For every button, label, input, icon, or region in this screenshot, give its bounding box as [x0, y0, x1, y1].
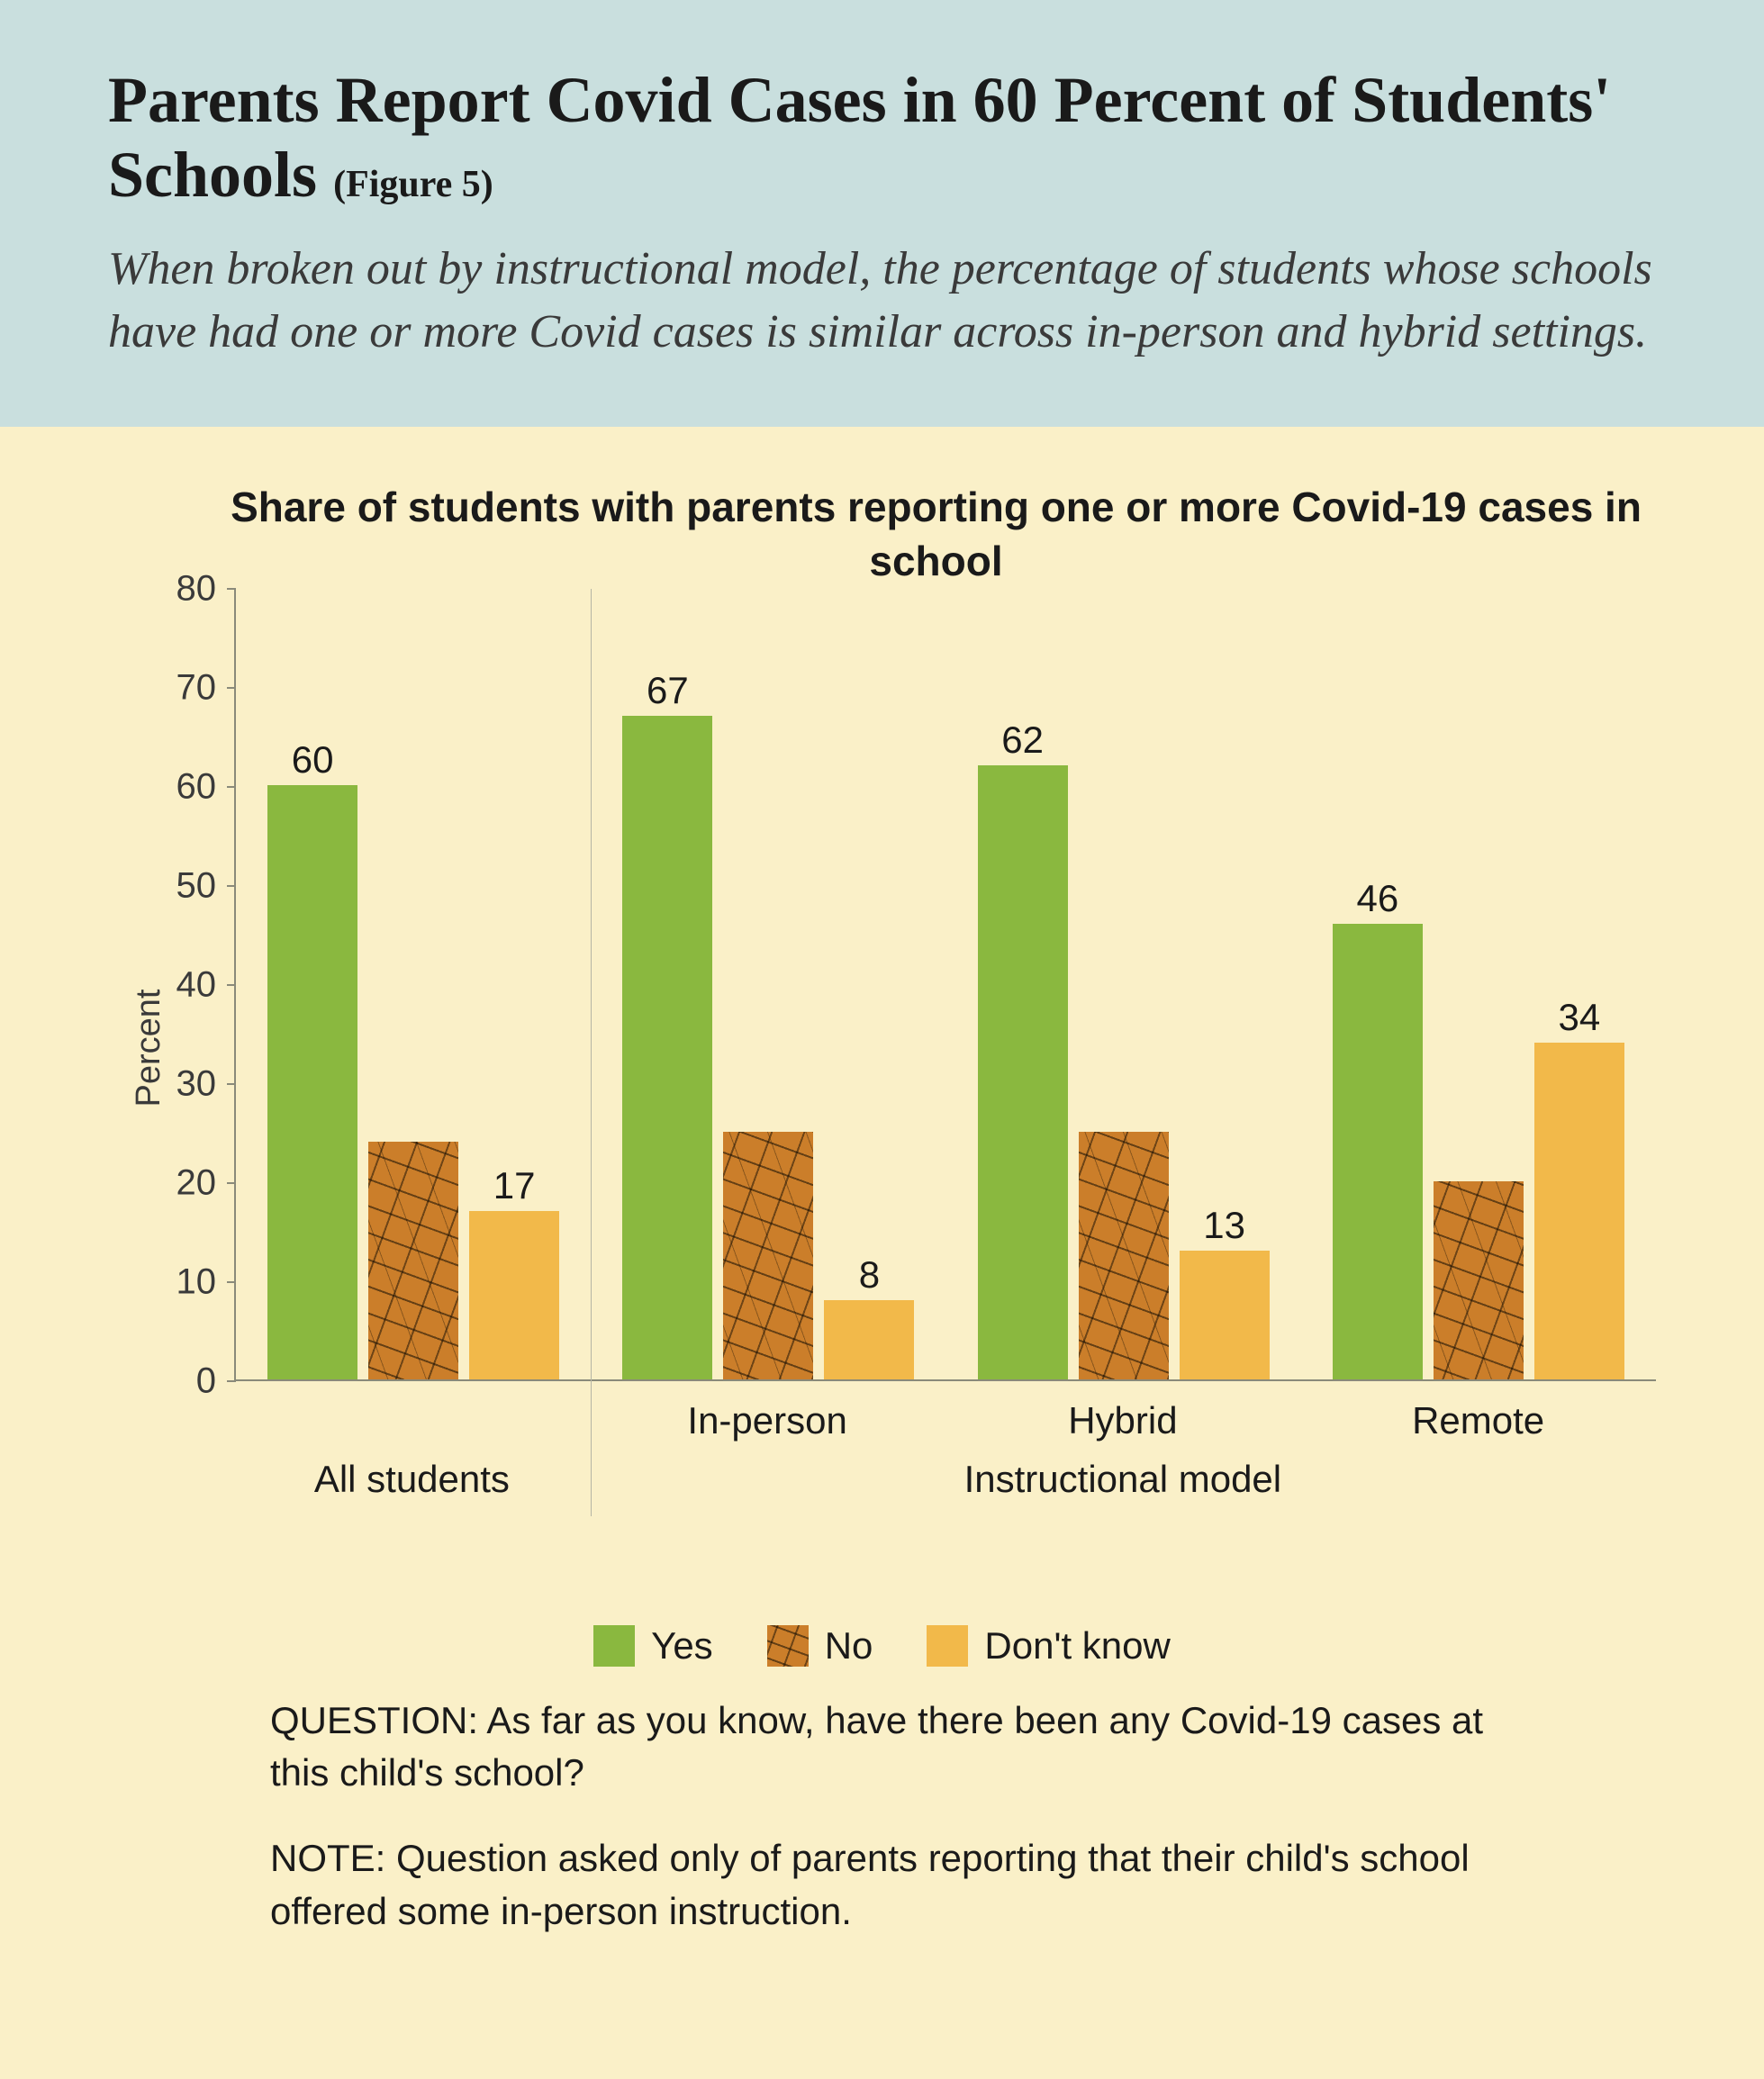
x-sublabel-model: Instructional model	[590, 1458, 1656, 1501]
bar-group: 67258	[591, 589, 945, 1379]
x-axis-label: Hybrid	[945, 1399, 1301, 1442]
y-tick-label: 30	[144, 1063, 216, 1104]
y-tick-mark	[227, 588, 236, 590]
x-axis-labels: In-personHybridRemote	[234, 1399, 1656, 1442]
bar-yes: 62	[978, 765, 1068, 1379]
bar-dk: 8	[824, 1300, 914, 1379]
x-sublabel-all: All students	[234, 1458, 590, 1501]
bar-value-label: 17	[493, 1164, 536, 1207]
bar-no: 25	[1079, 1132, 1169, 1379]
y-tick-label: 70	[144, 667, 216, 708]
y-tick-label: 40	[144, 964, 216, 1005]
legend-item-yes: Yes	[593, 1624, 713, 1668]
bar-group: 622513	[946, 589, 1301, 1379]
figure-label: (Figure 5)	[333, 164, 493, 205]
note-text: NOTE: Question asked only of parents rep…	[270, 1832, 1494, 1939]
swatch-yes	[593, 1625, 635, 1667]
figure-title: Parents Report Covid Cases in 60 Percent…	[108, 63, 1656, 212]
notes-section: QUESTION: As far as you know, have there…	[108, 1668, 1656, 2043]
x-axis-label: Remote	[1300, 1399, 1656, 1442]
bar-group: 462034	[1301, 589, 1656, 1379]
legend-item-dk: Don't know	[927, 1624, 1170, 1668]
figure-subtitle: When broken out by instructional model, …	[108, 238, 1656, 364]
bar-yes: 67	[622, 716, 712, 1379]
header-section: Parents Report Covid Cases in 60 Percent…	[0, 0, 1764, 427]
y-tick-label: 80	[144, 568, 216, 609]
bar-value-label: 34	[1559, 996, 1601, 1039]
chart-area: Percent 01020304050607080 60241767258622…	[108, 589, 1656, 1507]
bar-yes: 46	[1333, 924, 1423, 1379]
y-axis-ticks: 01020304050607080	[144, 589, 216, 1381]
y-tick-label: 60	[144, 766, 216, 807]
question-text: QUESTION: As far as you know, have there…	[270, 1695, 1494, 1801]
y-tick-mark	[227, 984, 236, 986]
y-tick-label: 20	[144, 1162, 216, 1203]
bar-dk: 17	[469, 1211, 559, 1379]
bar-yes: 60	[267, 785, 357, 1379]
bar-value-label: 67	[647, 669, 689, 712]
y-tick-label: 50	[144, 865, 216, 906]
y-tick-mark	[227, 786, 236, 788]
x-axis-label	[234, 1399, 590, 1442]
legend: Yes No Don't know	[108, 1624, 1656, 1668]
legend-label-yes: Yes	[651, 1624, 713, 1668]
y-tick-mark	[227, 687, 236, 689]
legend-label-dk: Don't know	[984, 1624, 1170, 1668]
y-tick-label: 10	[144, 1261, 216, 1302]
bar-value-label: 8	[859, 1253, 880, 1297]
bar-group: 602417	[236, 589, 591, 1379]
bar-value-label: 13	[1203, 1204, 1245, 1247]
swatch-dk	[927, 1625, 968, 1667]
bar-value-label: 60	[292, 738, 334, 782]
y-tick-mark	[227, 1281, 236, 1283]
bar-no: 24	[368, 1142, 458, 1379]
y-tick-mark	[227, 1083, 236, 1085]
bar-no: 20	[1434, 1181, 1524, 1379]
y-tick-mark	[227, 1182, 236, 1184]
y-tick-mark	[227, 885, 236, 887]
plot-area: 60241767258622513462034	[234, 589, 1656, 1381]
figure-container: Parents Report Covid Cases in 60 Percent…	[0, 0, 1764, 2079]
bar-dk: 13	[1180, 1251, 1270, 1379]
bar-dk: 34	[1534, 1043, 1624, 1379]
y-tick-mark	[227, 1380, 236, 1382]
x-axis-sublabels: All students Instructional model	[234, 1458, 1656, 1501]
bar-value-label: 62	[1001, 719, 1044, 762]
bar-groups: 60241767258622513462034	[236, 589, 1656, 1379]
group-divider	[591, 589, 592, 1516]
y-tick-label: 0	[144, 1360, 216, 1401]
bar-no: 25	[723, 1132, 813, 1379]
bar-value-label: 46	[1357, 877, 1399, 920]
legend-label-no: No	[825, 1624, 873, 1668]
chart-title: Share of students with parents reporting…	[216, 481, 1656, 589]
chart-section: Share of students with parents reporting…	[0, 427, 1764, 2079]
legend-item-no: No	[767, 1624, 873, 1668]
swatch-no	[767, 1625, 809, 1667]
x-axis-label: In-person	[590, 1399, 945, 1442]
